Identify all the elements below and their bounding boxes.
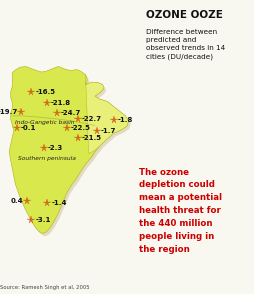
Polygon shape — [85, 75, 128, 153]
Text: -2.3: -2.3 — [47, 145, 62, 151]
Polygon shape — [11, 69, 130, 236]
Text: -21.8: -21.8 — [50, 100, 70, 106]
Text: -1.7: -1.7 — [101, 128, 116, 134]
Text: Source: Ramesh Singh et al, 2005: Source: Ramesh Singh et al, 2005 — [0, 285, 89, 290]
Text: -19.7: -19.7 — [0, 108, 18, 115]
Text: -22.7: -22.7 — [82, 116, 101, 122]
Polygon shape — [9, 66, 128, 233]
Text: -16.5: -16.5 — [35, 89, 55, 95]
Text: -1.4: -1.4 — [51, 200, 67, 206]
Text: -24.7: -24.7 — [60, 111, 80, 116]
Text: The ozone
depletion could
mean a potential
health threat for
the 440 million
peo: The ozone depletion could mean a potenti… — [138, 168, 221, 254]
Text: -21.5: -21.5 — [82, 135, 101, 141]
Text: -3.1: -3.1 — [35, 217, 50, 223]
Text: -0.1: -0.1 — [20, 125, 36, 131]
Text: Indo-Gangetic basin: Indo-Gangetic basin — [14, 120, 74, 125]
Text: Southern peninsula: Southern peninsula — [18, 156, 75, 161]
Text: OZONE OOZE: OZONE OOZE — [146, 10, 222, 20]
Text: Difference between
predicted and
observed trends in 14
cities (DU/decade): Difference between predicted and observe… — [146, 29, 224, 60]
Text: 0.4: 0.4 — [11, 198, 24, 205]
Text: -1.8: -1.8 — [117, 117, 133, 123]
Text: -22.5: -22.5 — [71, 126, 90, 131]
